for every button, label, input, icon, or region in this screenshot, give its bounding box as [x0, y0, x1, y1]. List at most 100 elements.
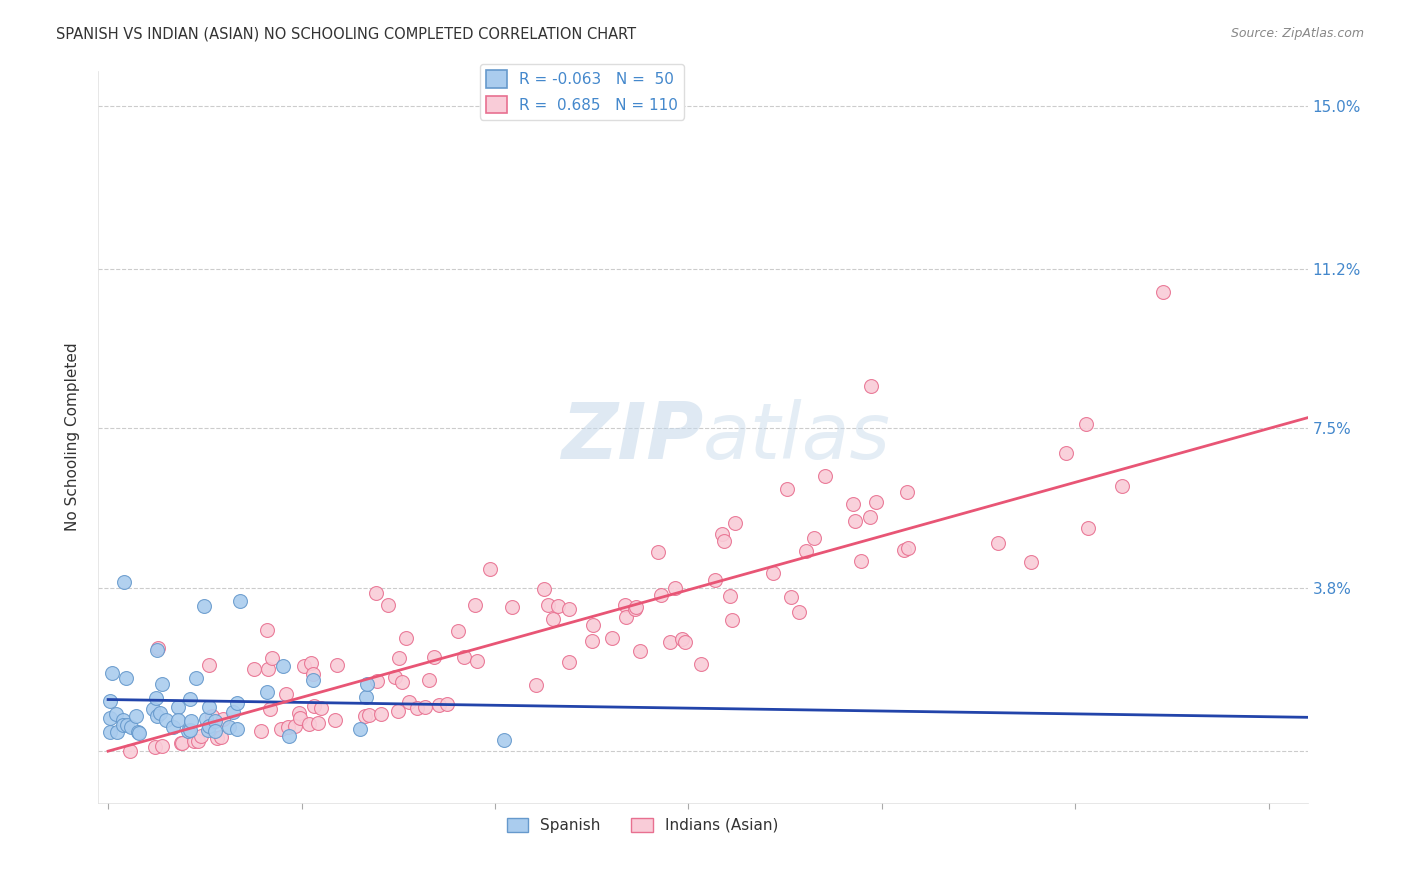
Point [143, 740, 166, 755]
Point [628, 644, 651, 658]
Point [391, 674, 413, 689]
Point [357, 708, 380, 723]
Point [1076, 521, 1098, 535]
Point [803, 531, 825, 545]
Point [190, 730, 212, 744]
Point [98, 711, 121, 725]
Point [229, 594, 252, 608]
Point [423, 650, 446, 665]
Point [169, 736, 191, 750]
Point [388, 651, 411, 665]
Point [413, 700, 436, 714]
Point [1019, 555, 1042, 569]
Point [987, 536, 1010, 550]
Point [309, 701, 332, 715]
Point [222, 706, 245, 720]
Point [865, 495, 887, 509]
Point [112, 718, 135, 732]
Point [675, 635, 697, 649]
Point [302, 673, 325, 688]
Point [650, 588, 672, 602]
Point [298, 717, 321, 731]
Point [225, 722, 247, 736]
Point [356, 690, 378, 705]
Point [218, 720, 240, 734]
Point [787, 605, 810, 619]
Point [256, 623, 278, 637]
Point [897, 541, 920, 556]
Point [167, 713, 190, 727]
Point [292, 658, 315, 673]
Point [418, 673, 440, 687]
Point [1076, 417, 1098, 432]
Point [146, 709, 169, 723]
Point [198, 719, 221, 733]
Point [453, 650, 475, 665]
Point [98, 694, 121, 708]
Point [689, 657, 711, 671]
Point [366, 673, 388, 688]
Point [581, 634, 603, 648]
Point [304, 698, 326, 713]
Point [354, 709, 377, 723]
Point [623, 601, 645, 615]
Point [814, 469, 837, 483]
Point [384, 670, 406, 684]
Point [142, 702, 165, 716]
Point [547, 599, 569, 614]
Point [270, 722, 292, 736]
Point [225, 696, 247, 710]
Point [842, 497, 865, 511]
Point [184, 671, 207, 685]
Point [183, 734, 205, 748]
Point [115, 718, 138, 732]
Point [155, 714, 177, 728]
Point [180, 714, 202, 728]
Point [145, 691, 167, 706]
Point [427, 698, 450, 712]
Point [105, 725, 128, 739]
Point [896, 485, 918, 500]
Point [201, 709, 224, 723]
Legend: Spanish, Indians (Asian): Spanish, Indians (Asian) [501, 812, 785, 839]
Point [278, 729, 301, 743]
Point [167, 700, 190, 714]
Point [558, 602, 581, 616]
Point [114, 671, 136, 685]
Point [204, 724, 226, 739]
Point [387, 704, 409, 718]
Point [179, 723, 201, 738]
Point [149, 706, 172, 720]
Point [307, 715, 329, 730]
Point [776, 482, 799, 496]
Point [762, 566, 785, 580]
Text: Source: ZipAtlas.com: Source: ZipAtlas.com [1230, 27, 1364, 40]
Point [120, 721, 142, 735]
Point [893, 542, 915, 557]
Point [197, 657, 219, 672]
Point [150, 677, 173, 691]
Point [436, 697, 458, 711]
Point [349, 723, 371, 737]
Point [582, 618, 605, 632]
Point [794, 543, 817, 558]
Point [112, 574, 135, 589]
Point [194, 712, 217, 726]
Point [524, 678, 547, 692]
Point [198, 699, 221, 714]
Point [501, 599, 523, 614]
Point [464, 598, 486, 612]
Y-axis label: No Schooling Completed: No Schooling Completed [65, 343, 80, 532]
Point [647, 545, 669, 559]
Point [658, 634, 681, 648]
Point [197, 723, 219, 738]
Point [557, 655, 579, 669]
Point [111, 713, 134, 727]
Point [494, 732, 516, 747]
Point [704, 573, 727, 587]
Point [262, 650, 284, 665]
Point [395, 631, 418, 645]
Point [256, 662, 278, 676]
Point [284, 719, 307, 733]
Point [277, 720, 299, 734]
